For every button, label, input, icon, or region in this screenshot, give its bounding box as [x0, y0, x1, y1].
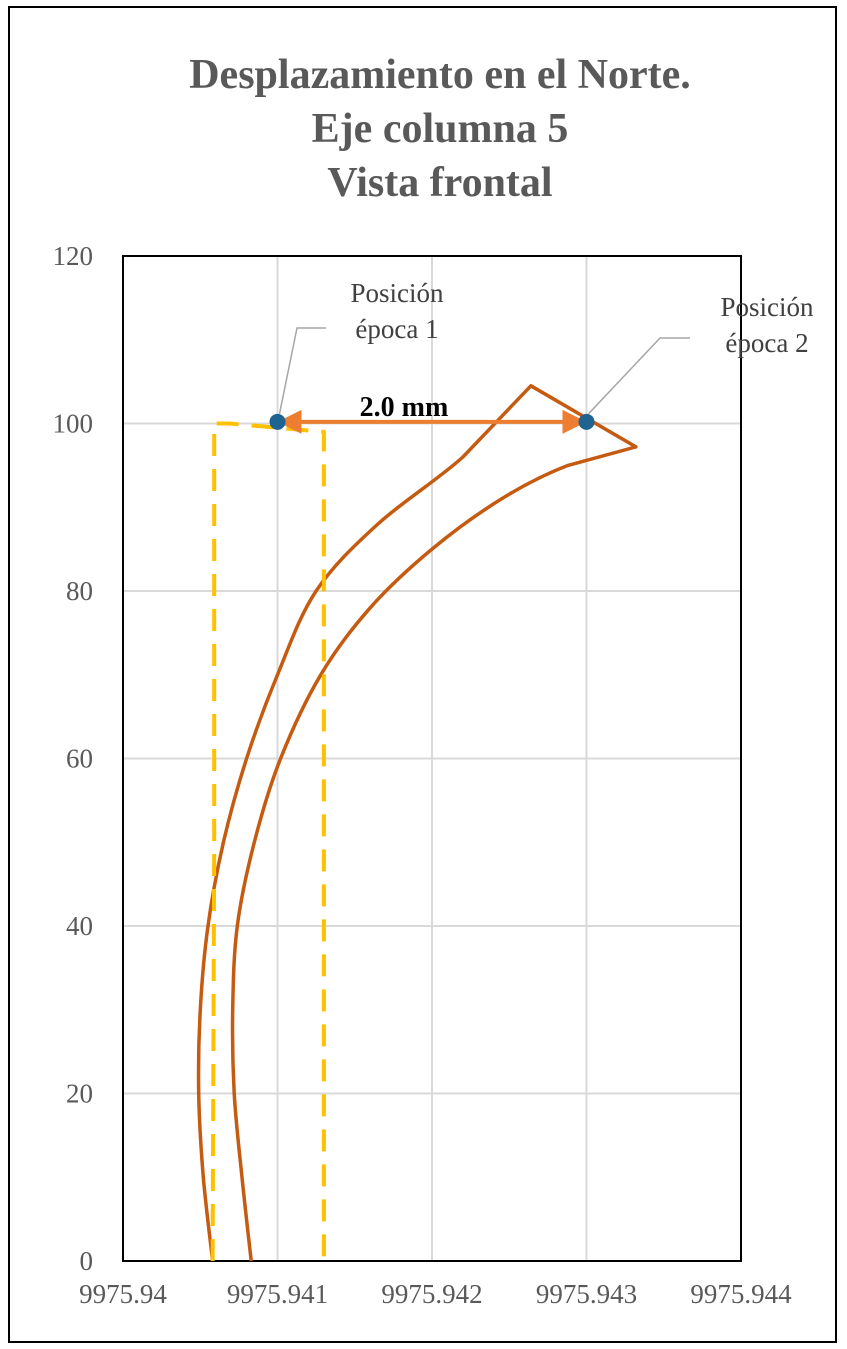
axes: [122, 255, 742, 1262]
y-tick-label: 60: [66, 744, 93, 774]
y-tick-label: 40: [66, 911, 93, 941]
y-tick-label: 20: [66, 1079, 93, 1109]
distance-label: 2.0 mm: [360, 392, 449, 423]
y-tick-label: 120: [53, 241, 94, 271]
chart: Desplazamiento en el Norte. Eje columna …: [53, 52, 815, 1309]
y-tick-label: 0: [80, 1246, 94, 1276]
series-line-1: [196, 384, 638, 1262]
annotation-leader-1: [278, 327, 326, 414]
point-epoca-2: [578, 413, 595, 430]
y-tick-label: 100: [53, 409, 94, 439]
x-tick-label: 9975.94: [79, 1279, 167, 1309]
x-tick-label: 9975.943: [536, 1279, 637, 1309]
chart-title-line-3: Vista frontal: [327, 160, 552, 206]
chart-frame: Desplazamiento en el Norte. Eje columna …: [8, 6, 837, 1343]
x-tick-label: 9975.942: [381, 1279, 482, 1309]
labels-layer: 9975.94 9975.941 9975.942 9975.943 9975.944 0…: [53, 241, 815, 1309]
plot-area-border: [122, 255, 742, 1262]
marks-layer: [269, 327, 690, 434]
series-layer: [196, 384, 638, 1262]
annotation-label-1: Posición: [350, 278, 444, 308]
point-epoca-1: [269, 413, 286, 430]
chart-title: Desplazamiento en el Norte. Eje columna …: [189, 52, 691, 206]
annotation-label-1: época 1: [355, 314, 438, 344]
annotation-label-2: Posición: [720, 292, 814, 322]
series-line-2: [210, 421, 326, 1262]
chart-title-line-1: Desplazamiento en el Norte.: [189, 52, 691, 98]
annotation-leader-2: [587, 337, 690, 415]
annotation-label-2: época 2: [725, 328, 808, 358]
chart-title-line-2: Eje columna 5: [312, 106, 569, 152]
x-tick-label: 9975.944: [690, 1279, 792, 1309]
x-tick-label: 9975.941: [227, 1279, 328, 1309]
y-tick-label: 80: [66, 576, 93, 606]
